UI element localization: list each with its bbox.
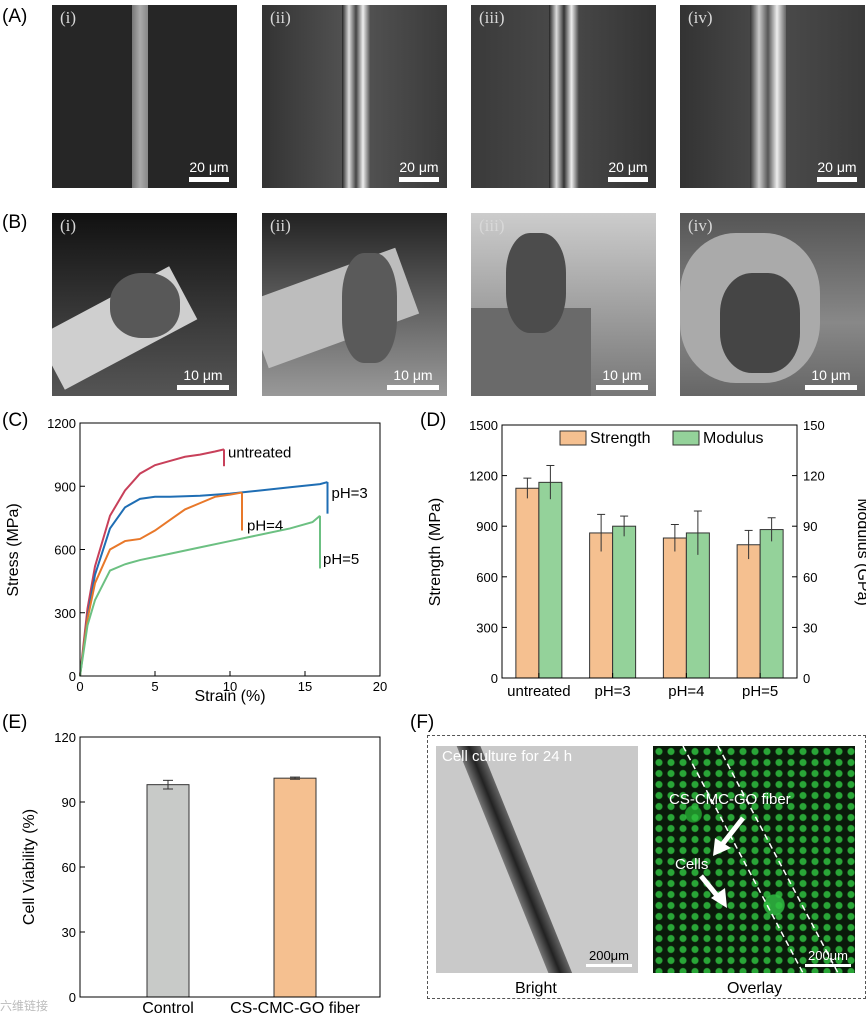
y-tick-label: 900 xyxy=(54,479,76,494)
sem-image-a1: (i) 20 μm xyxy=(52,5,237,188)
panel-label-e: (E) xyxy=(2,712,28,733)
bar-strength xyxy=(515,487,540,679)
sem-image-b1: (i) 10 μm xyxy=(52,213,237,396)
y2-tick-label: 0 xyxy=(803,671,810,686)
x-tick-label: 0 xyxy=(76,679,83,694)
x-tick-label: 5 xyxy=(151,679,158,694)
bar xyxy=(273,777,317,998)
sem-image-a2: (ii) 20 μm xyxy=(262,5,447,188)
y2-tick-label: 30 xyxy=(803,620,817,635)
y2-axis-label: Modulus (GPa) xyxy=(854,498,866,606)
y2-tick-label: 150 xyxy=(803,418,825,433)
y-tick-label: 0 xyxy=(491,671,498,686)
bar-strength xyxy=(662,537,687,679)
sem-image-a4: (iv) 20 μm xyxy=(680,5,865,188)
y-tick-label: 600 xyxy=(54,543,76,558)
panel-label-f: (F) xyxy=(410,712,435,733)
series-label: untreated xyxy=(228,444,291,461)
series-label: pH=5 xyxy=(323,551,359,568)
sem-image-b4: (iv) 10 μm xyxy=(680,213,865,396)
cell-viability-chart: 0 30 60 90 120 Control CS-CMC-GO fiber Cell V… xyxy=(21,730,381,1017)
x-tick-label: untreated xyxy=(507,683,570,700)
y-tick-label: 1200 xyxy=(469,469,498,484)
sem-image-b2: (ii) 10 μm xyxy=(262,213,447,396)
series-line-pH=3 xyxy=(79,481,328,677)
culture-time-label: Cell culture for 24 h xyxy=(442,748,573,765)
y-tick-label: 900 xyxy=(476,519,498,534)
series-label: pH=3 xyxy=(332,485,368,502)
scale-bar: 20 μm xyxy=(189,159,229,182)
y-tick-label: 1200 xyxy=(47,416,76,431)
scale-bar: 200μm xyxy=(805,948,851,967)
x-tick-label: 20 xyxy=(373,679,387,694)
x-tick-label: pH=5 xyxy=(742,683,778,700)
strength-modulus-chart: 0 300 600 900 1200 1500 0 30 60 90 120 150 untreate… xyxy=(427,418,866,700)
panel-label-d: (D) xyxy=(420,410,447,431)
y-tick-label: 120 xyxy=(54,730,76,745)
bar-modulus xyxy=(759,529,784,679)
y-tick-label: 0 xyxy=(69,990,76,1005)
sem-image-b3: (iii) 10 μm xyxy=(471,213,656,396)
y-tick-label: 1500 xyxy=(469,418,498,433)
y2-tick-label: 90 xyxy=(803,519,817,534)
overlay-label: Overlay xyxy=(727,980,783,997)
bar-strength xyxy=(736,544,761,679)
panel-label-a: (A) xyxy=(2,6,28,27)
y-tick-label: 90 xyxy=(62,795,76,810)
y-tick-label: 600 xyxy=(476,570,498,585)
series-line-pH=4 xyxy=(79,491,243,677)
y-tick-label: 300 xyxy=(476,620,498,635)
scale-bar: 200μm xyxy=(586,948,632,967)
sem-image-a3: (iii) 20 μm xyxy=(471,5,656,188)
y-tick-label: 30 xyxy=(62,925,76,940)
x-tick-label: pH=3 xyxy=(594,683,630,700)
fiber-label: CS-CMC-GO fiber xyxy=(669,791,791,808)
stress-strain-chart: 0 5 10 15 20 0 300 600 900 1200 untreated pH=3 pH=4… xyxy=(5,416,387,705)
bar xyxy=(146,784,190,998)
x-tick-label: CS-CMC-GO fiber xyxy=(230,1000,360,1017)
legend-label: Modulus xyxy=(703,430,763,447)
bright-field-image: Cell culture for 24 h 200μm xyxy=(436,746,638,973)
overlay-image: CS-CMC-GO fiber Cells 200μm xyxy=(653,746,855,973)
series-label: pH=4 xyxy=(247,518,283,535)
x-tick-label: 10 xyxy=(223,679,237,694)
y-axis-label: Stress (MPa) xyxy=(5,503,22,596)
panel-label-c: (C) xyxy=(2,410,29,431)
bright-label: Bright xyxy=(515,980,557,997)
y-tick-label: 300 xyxy=(54,606,76,621)
x-axis-label: Strain (%) xyxy=(194,688,265,705)
y2-tick-label: 60 xyxy=(803,570,817,585)
cells-label: Cells xyxy=(675,856,709,873)
watermark: 六维链接 xyxy=(0,999,49,1013)
y-axis-label: Cell Viability (%) xyxy=(21,809,38,925)
x-tick-label: Control xyxy=(142,1000,194,1017)
legend-swatch-strength xyxy=(559,430,587,446)
bar-modulus xyxy=(538,481,563,679)
x-tick-label: pH=4 xyxy=(668,683,704,700)
bar-strength xyxy=(589,532,614,679)
y-tick-label: 0 xyxy=(69,669,76,684)
y2-tick-label: 120 xyxy=(803,469,825,484)
series-line-untreated xyxy=(79,448,225,677)
y-tick-label: 60 xyxy=(62,860,76,875)
y-axis-label: Strength (MPa) xyxy=(427,498,444,606)
legend-label: Strength xyxy=(590,430,650,447)
x-tick-label: 15 xyxy=(298,679,312,694)
series-line-pH=5 xyxy=(79,515,321,677)
bar-modulus xyxy=(612,525,637,679)
legend-swatch-modulus xyxy=(672,430,700,446)
panel-label-b: (B) xyxy=(2,212,28,233)
